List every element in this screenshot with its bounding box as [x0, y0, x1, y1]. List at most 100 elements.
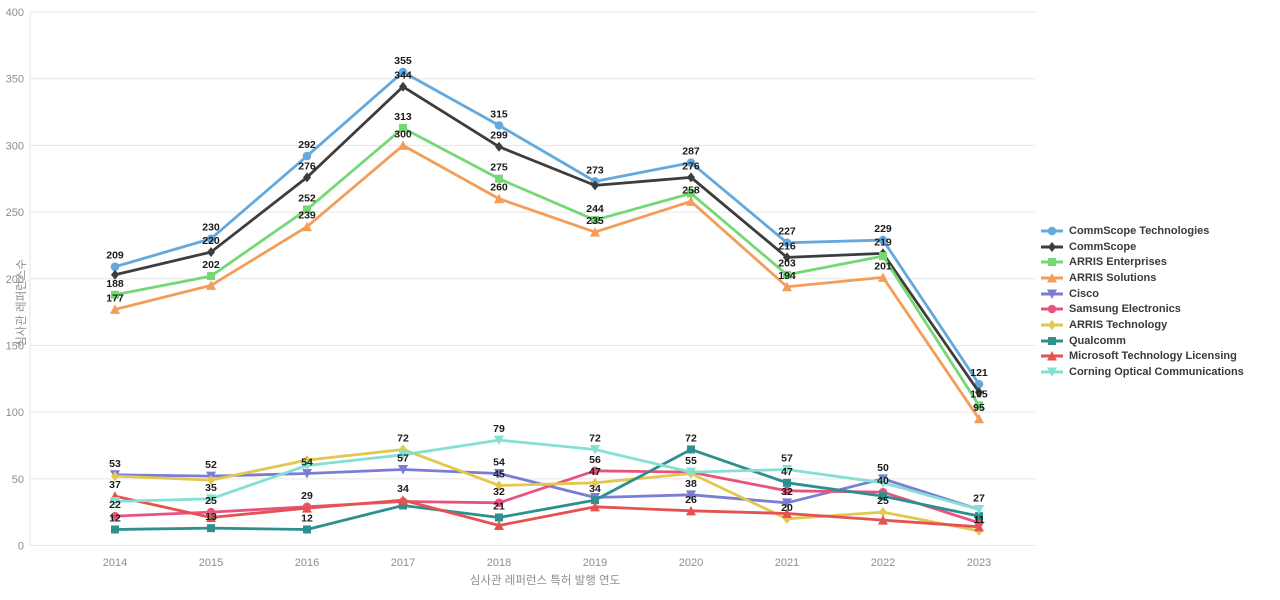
data-point — [494, 193, 504, 204]
triangle-up-marker-icon — [1041, 351, 1063, 361]
data-point-label: 45 — [493, 468, 505, 480]
data-point-label: 276 — [298, 160, 316, 172]
data-point-label: 38 — [685, 478, 697, 490]
x-tick-label: 2020 — [679, 557, 703, 569]
data-point-label: 230 — [202, 222, 220, 234]
data-point — [303, 172, 311, 183]
series-line-commscope — [113, 85, 981, 394]
legend-item-cisco: Cisco — [1040, 286, 1244, 302]
data-point — [495, 513, 503, 522]
data-point — [783, 478, 791, 487]
data-point — [975, 512, 983, 521]
data-point — [1047, 226, 1057, 236]
data-point — [782, 238, 792, 248]
data-point — [782, 464, 792, 475]
data-point-label: 202 — [202, 259, 220, 271]
legend-label-qualcomm: Qualcomm — [1069, 334, 1126, 347]
data-point-label: 177 — [106, 292, 124, 304]
data-point — [687, 172, 695, 183]
series-line-cisco — [113, 468, 981, 511]
legend-item-qualcomm: Qualcomm — [1040, 333, 1244, 349]
data-point — [974, 521, 984, 532]
data-point — [878, 478, 888, 488]
data-point — [398, 140, 408, 150]
data-point-label: 22 — [109, 499, 121, 511]
data-point — [590, 466, 600, 476]
y-tick-label: 250 — [6, 207, 24, 219]
data-point — [302, 503, 312, 513]
data-point-label: 12 — [109, 512, 121, 524]
triangle-up-marker-icon — [1041, 272, 1063, 283]
x-tick-label: 2014 — [103, 557, 127, 569]
y-tick-label: 50 — [12, 474, 24, 486]
data-point-label: 25 — [877, 495, 889, 507]
data-point-label: 11 — [973, 514, 984, 526]
data-point-label: 299 — [490, 130, 508, 142]
data-point-label: 56 — [589, 454, 601, 466]
data-point-label: 227 — [778, 226, 796, 238]
data-point — [494, 435, 504, 446]
y-tick-label: 150 — [6, 340, 24, 352]
data-point — [591, 496, 599, 505]
data-point-label: 52 — [205, 459, 217, 471]
data-point — [494, 468, 504, 479]
legend-label-samsung-electronics: Samsung Electronics — [1069, 303, 1181, 316]
data-point — [974, 504, 984, 515]
data-point-label: 21 — [493, 500, 505, 512]
data-point — [111, 525, 119, 534]
data-point-label: 79 — [493, 423, 505, 435]
data-point — [207, 247, 215, 258]
data-point — [111, 269, 119, 280]
data-point-label: 55 — [685, 455, 697, 467]
data-point — [302, 460, 312, 471]
data-point — [110, 496, 120, 507]
y-tick-label: 0 — [18, 541, 24, 553]
data-point-label: 47 — [781, 466, 793, 478]
data-point — [398, 67, 408, 77]
data-point — [399, 124, 407, 133]
data-point — [206, 512, 216, 522]
data-point-label: 29 — [301, 490, 313, 502]
data-point-label: 20 — [781, 502, 793, 514]
data-point — [782, 281, 792, 292]
data-point — [878, 272, 888, 282]
data-point — [590, 444, 600, 455]
data-point — [110, 262, 120, 272]
data-point — [975, 387, 983, 398]
legend-item-commscope-technologies: CommScope Technologies — [1040, 223, 1244, 239]
x-tick-label: 2022 — [871, 557, 895, 569]
series-line-commscope-technologies — [113, 70, 981, 386]
data-point — [782, 486, 792, 496]
data-point — [398, 495, 408, 505]
y-tick-label: 100 — [6, 407, 24, 419]
data-point-label: 57 — [397, 452, 409, 464]
data-point — [1048, 319, 1056, 330]
data-point-label: 229 — [874, 223, 892, 235]
data-point-label: 239 — [298, 210, 316, 222]
data-point-label: 300 — [394, 128, 412, 140]
data-point — [782, 508, 792, 518]
series-line-samsung-electronics — [113, 469, 981, 525]
data-point-label: 72 — [589, 432, 601, 444]
data-point-label: 32 — [493, 486, 505, 498]
data-point-label: 57 — [781, 452, 793, 464]
data-point — [879, 492, 887, 501]
data-point — [206, 494, 216, 504]
triangle-down-marker-icon — [1041, 367, 1063, 378]
data-point — [878, 515, 888, 525]
series-line-arris-solutions — [113, 143, 981, 421]
y-axis-title: 심사관 레퍼런스수 — [16, 259, 28, 347]
series-line-corning-optical-communications — [113, 438, 981, 511]
series-line-arris-enterprises — [113, 126, 981, 407]
data-point — [783, 252, 791, 263]
data-point — [1048, 336, 1056, 345]
data-point-label: 13 — [205, 511, 217, 523]
legend: CommScope Technologies CommScope ARRIS Ent… — [1040, 223, 1244, 380]
data-point — [399, 81, 407, 92]
triangle-down-marker-icon — [1041, 289, 1063, 299]
data-point — [590, 227, 600, 237]
data-point — [975, 401, 983, 410]
data-point-label: 12 — [301, 512, 313, 524]
data-point — [207, 272, 215, 281]
data-point-label: 105 — [970, 388, 988, 400]
